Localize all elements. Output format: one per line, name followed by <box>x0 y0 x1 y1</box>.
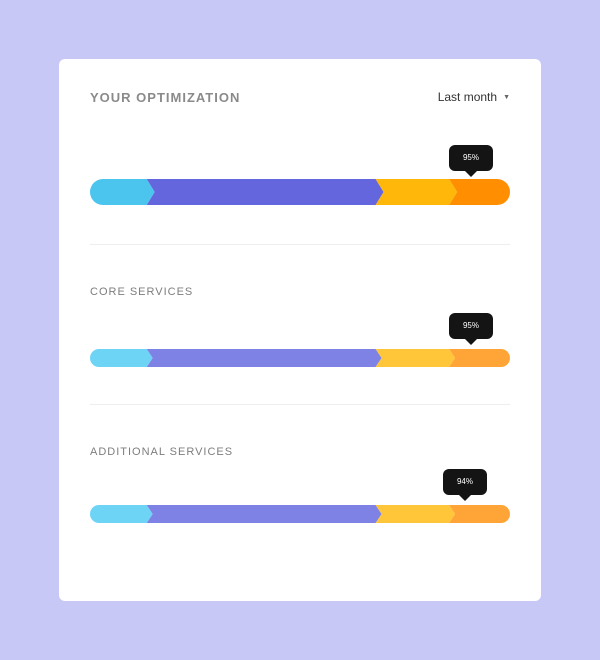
bar-segment <box>146 179 384 205</box>
bar-segment <box>375 505 456 523</box>
period-dropdown-value: Last month <box>437 90 498 104</box>
period-dropdown[interactable]: Last month ▼ <box>438 90 510 104</box>
bar-segment <box>90 505 153 523</box>
optimization-card: YOUR OPTIMIZATION Last month ▼ 95% CORE … <box>59 59 541 601</box>
additional-services-bar-graphic <box>90 505 510 523</box>
core-services-label: CORE SERVICES <box>90 286 194 298</box>
bar-segment <box>449 179 510 205</box>
overall-percent-badge: 95% <box>449 145 493 177</box>
divider <box>90 404 510 405</box>
core-services-bar-graphic <box>90 349 510 367</box>
additional-services-percent-badge: 94% <box>443 469 487 501</box>
additional-services-bar[interactable] <box>90 505 510 523</box>
bar-segment <box>375 349 456 367</box>
bar-segment <box>90 349 153 367</box>
chevron-down-icon: ▼ <box>503 93 510 101</box>
overall-optimization-bar[interactable] <box>90 179 510 205</box>
core-services-percent-badge: 95% <box>449 313 493 345</box>
overall-optimization-bar-graphic <box>90 179 510 205</box>
bar-segment <box>449 349 510 367</box>
core-services-bar[interactable] <box>90 349 510 367</box>
card-title: YOUR OPTIMIZATION <box>90 90 241 105</box>
bar-segment <box>90 179 155 205</box>
bar-segment <box>449 505 510 523</box>
bar-segment <box>146 349 382 367</box>
divider <box>90 244 510 245</box>
additional-services-label: ADDITIONAL SERVICES <box>90 446 234 458</box>
bar-segment <box>375 179 458 205</box>
bar-segment <box>146 505 382 523</box>
